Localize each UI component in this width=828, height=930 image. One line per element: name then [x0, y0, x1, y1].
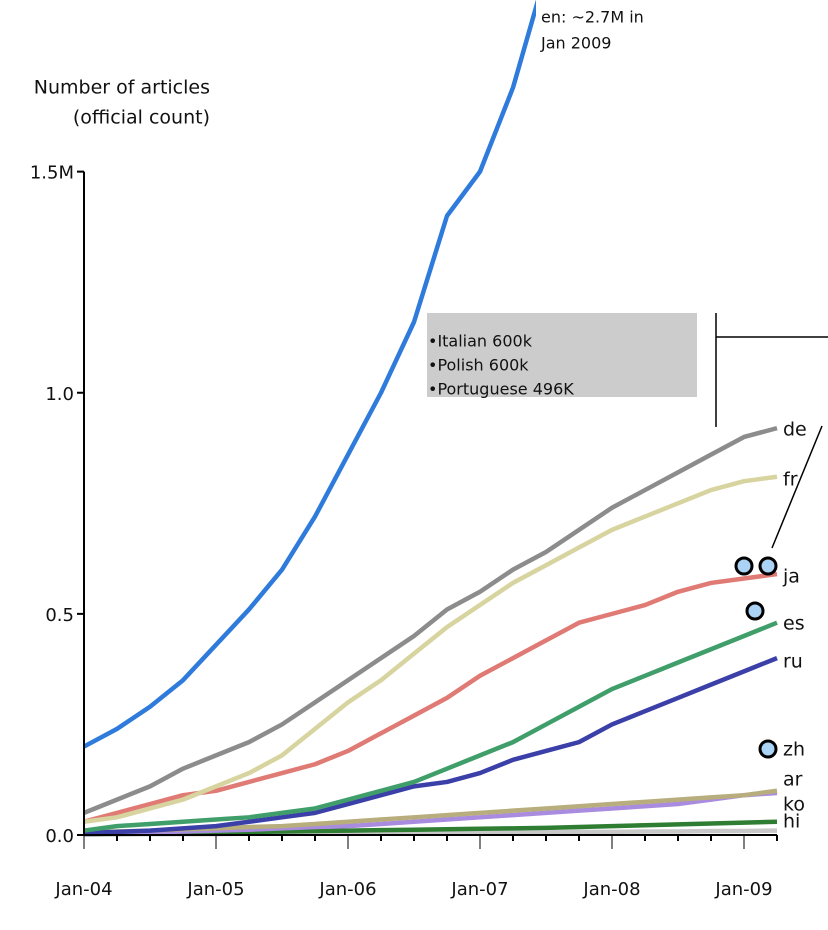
annotation: en: ~2.7M in [541, 8, 644, 27]
series-label: ja [782, 566, 800, 588]
series-label: fr [783, 469, 798, 491]
y-tick-label: 1.5M [30, 163, 74, 184]
series-label: zh [783, 739, 805, 761]
annotation-bg [536, 0, 676, 62]
series-label: ru [783, 651, 803, 673]
y-tick-label: 1.0 [45, 384, 74, 405]
x-tick-label: Jan-09 [714, 879, 772, 900]
x-tick-label: Jan-06 [318, 879, 376, 900]
y-axis-label: Number of articles [34, 77, 210, 99]
note-box [427, 313, 697, 397]
annotation: Jan 2009 [540, 34, 611, 53]
series-line [83, 656, 778, 836]
x-tick-label: Jan-07 [450, 879, 508, 900]
series-label: ar [783, 769, 803, 791]
y-tick-label: 0.5 [45, 605, 74, 626]
note-item: •Portuguese 496K [428, 380, 574, 399]
series-label: es [783, 613, 805, 635]
y-axis-label: (official count) [73, 107, 210, 129]
series-label: ko [783, 794, 805, 816]
series-line [83, 425, 778, 815]
markers [734, 556, 778, 759]
y-tick-label: 0.0 [45, 826, 74, 847]
x-tick-label: Jan-05 [186, 879, 244, 900]
series-line [83, 620, 778, 833]
series-label: de [783, 419, 807, 441]
note-item: •Italian 600k [428, 332, 533, 351]
x-tick-label: Jan-04 [54, 879, 112, 900]
plot-lines [82, 0, 778, 837]
x-tick-label: Jan-08 [582, 879, 640, 900]
note-item: •Polish 600k [428, 356, 529, 375]
series-label: hi [783, 811, 800, 833]
series-line [83, 474, 778, 824]
bracket [715, 313, 828, 549]
series-line [82, 0, 541, 749]
